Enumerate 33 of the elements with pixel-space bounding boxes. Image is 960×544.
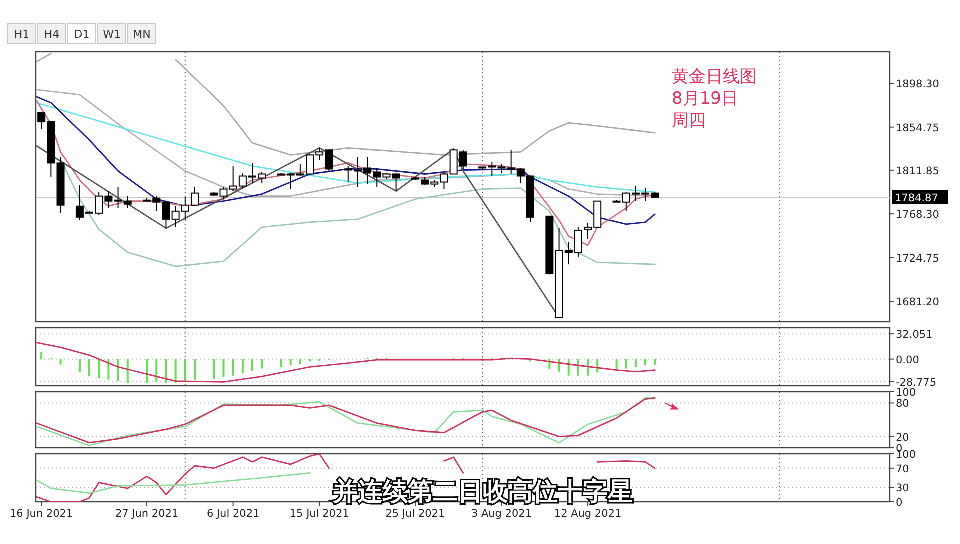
text: H1: [14, 28, 30, 41]
y-tick-label: 30: [896, 482, 910, 495]
annotation: 8月19日: [672, 89, 738, 109]
y-tick-label: 1854.75: [896, 122, 940, 134]
y-tick-label: -28.775: [896, 376, 937, 389]
y-tick-label: 1768.30: [896, 209, 940, 222]
y-tick-label: 1898.30: [896, 78, 940, 91]
y-tick-label: 1724.75: [896, 252, 940, 265]
y-tick-label: 20: [896, 432, 910, 444]
y-tick-label: 0.00: [896, 354, 920, 366]
x-tick-label: 25 Jul 2021: [386, 508, 446, 520]
x-tick-label: 16 Jun 2021: [10, 508, 74, 520]
x-tick-label: 15 Jul 2021: [290, 508, 350, 520]
text: MN: [133, 28, 151, 41]
y-tick-label: 0: [896, 497, 903, 509]
y-tick-label: 100: [896, 387, 916, 399]
y-tick-label: 80: [896, 398, 910, 410]
x-tick-label: 3 Aug 2021: [471, 508, 532, 520]
text: W1: [103, 28, 121, 41]
text: H4: [44, 28, 60, 41]
annotation: 黄金日线图: [672, 67, 757, 87]
y-tick-label: 1811.85: [896, 165, 940, 178]
y-tick-label: 1681.20: [896, 296, 940, 309]
ref-line-label: 1784.87: [895, 192, 938, 204]
y-tick-label: 100: [896, 449, 916, 461]
annotation: 并连续第二日收高位十字星: [332, 477, 633, 506]
text: D1: [74, 28, 90, 41]
y-tick-label: 32.051: [896, 329, 933, 342]
x-tick-label: 12 Aug 2021: [554, 508, 622, 520]
annotation: 周四: [672, 111, 706, 131]
x-tick-label: 6 Jul 2021: [206, 508, 260, 520]
y-tick-label: 70: [896, 463, 910, 476]
x-tick-label: 27 Jun 2021: [115, 508, 179, 520]
